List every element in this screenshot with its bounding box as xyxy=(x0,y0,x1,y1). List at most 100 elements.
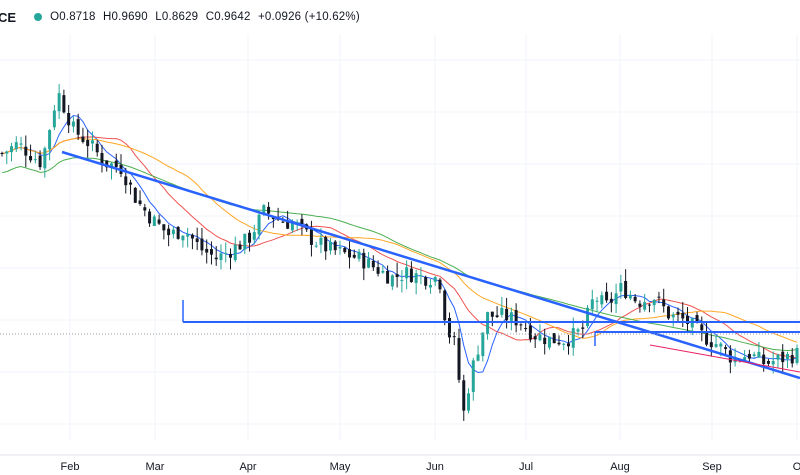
candle xyxy=(605,282,609,303)
candle-body xyxy=(428,285,432,288)
candle xyxy=(790,348,794,368)
candle-body xyxy=(286,221,290,229)
candle-body xyxy=(338,247,342,249)
candle xyxy=(119,154,123,178)
candle xyxy=(109,162,113,180)
candle xyxy=(443,289,447,326)
candle-body xyxy=(129,182,133,185)
candle-body xyxy=(309,227,313,245)
x-tick-label: O xyxy=(793,461,800,473)
candle-body xyxy=(190,234,194,239)
candle-body xyxy=(481,332,485,357)
candle xyxy=(38,150,42,170)
candle-body xyxy=(609,298,613,303)
candle-body xyxy=(524,328,528,330)
candle-body xyxy=(747,353,751,359)
candle xyxy=(338,240,342,255)
candle-body xyxy=(152,216,156,226)
candle xyxy=(476,345,480,362)
candle xyxy=(509,307,513,331)
candle xyxy=(785,351,789,368)
candle xyxy=(419,267,423,285)
candle xyxy=(524,321,528,332)
candle-body xyxy=(628,295,632,299)
candle xyxy=(614,283,618,314)
candle xyxy=(395,262,399,288)
candle-body xyxy=(538,334,542,341)
candle xyxy=(176,225,180,240)
candle-body xyxy=(205,248,209,253)
x-tick-label: May xyxy=(330,461,351,473)
candle-body xyxy=(595,300,599,302)
candle-body xyxy=(343,247,347,253)
candle-body xyxy=(138,200,142,205)
candle-body xyxy=(776,354,780,360)
candle xyxy=(405,260,409,290)
x-tick-label: Jul xyxy=(519,461,533,473)
candle xyxy=(519,323,523,331)
candle-body xyxy=(109,163,113,168)
candle xyxy=(409,261,413,283)
candle xyxy=(586,305,590,329)
candle xyxy=(257,210,261,240)
candle xyxy=(543,328,547,355)
candle xyxy=(538,324,542,342)
candle-body xyxy=(790,355,794,364)
candle xyxy=(143,203,147,217)
candle xyxy=(676,307,680,323)
ohlc-values: O0.8718 H0.9690 L0.8629 C0.9642 +0.0926 … xyxy=(50,11,364,23)
candle-body xyxy=(743,357,747,362)
candle-body xyxy=(219,253,223,261)
candle-body xyxy=(57,93,61,112)
candle-body xyxy=(390,275,394,287)
candle-body xyxy=(376,267,380,274)
candle-body xyxy=(405,267,409,279)
candle xyxy=(633,294,637,304)
candle-body xyxy=(90,140,94,144)
candle-body xyxy=(547,336,551,348)
candle xyxy=(428,279,432,294)
candle-body xyxy=(124,176,128,186)
candle-body xyxy=(752,354,756,356)
candle xyxy=(486,311,490,340)
candle xyxy=(557,335,561,346)
candle xyxy=(81,127,85,144)
candle xyxy=(5,150,9,165)
candle-body xyxy=(543,337,547,345)
candle-body xyxy=(695,315,699,323)
candle-body xyxy=(95,143,99,153)
candle-body xyxy=(686,315,690,324)
candle-body xyxy=(647,304,651,306)
candles xyxy=(0,84,799,421)
candle-body xyxy=(562,343,566,345)
candle-body xyxy=(424,277,428,286)
candle xyxy=(224,242,228,263)
x-tick-label: Sep xyxy=(702,461,722,473)
candle-body xyxy=(571,328,575,348)
candle xyxy=(195,227,199,251)
candle-body xyxy=(452,336,456,338)
candle xyxy=(376,260,380,277)
candle xyxy=(205,239,209,264)
candle xyxy=(267,202,271,220)
candle-body xyxy=(314,245,318,247)
candle-body xyxy=(352,254,356,258)
candle xyxy=(795,344,799,365)
candle xyxy=(390,274,394,291)
candle xyxy=(181,235,185,248)
candle-body xyxy=(514,310,518,326)
candle-body xyxy=(100,153,104,164)
candle xyxy=(162,224,166,240)
candle-body xyxy=(243,233,247,250)
candle-body xyxy=(371,260,375,268)
candle-body xyxy=(462,380,466,411)
candle-body xyxy=(624,280,628,298)
candle-body xyxy=(195,238,199,242)
trendline-drawings[interactable] xyxy=(0,150,800,380)
candle-body xyxy=(781,351,785,363)
candle xyxy=(71,116,75,133)
candle xyxy=(57,84,61,119)
symbol-label[interactable]: CE xyxy=(0,9,17,25)
candle-body xyxy=(38,155,42,168)
